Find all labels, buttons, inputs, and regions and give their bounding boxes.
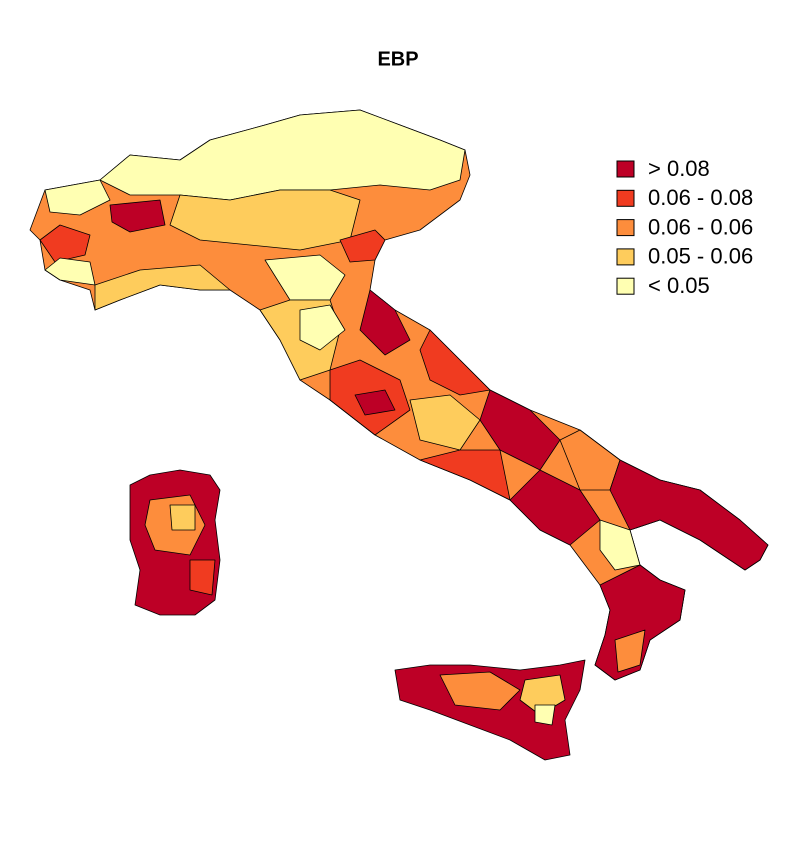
region [409,394,481,451]
region [299,304,346,351]
legend-label: < 0.05 [648,273,710,298]
region [534,704,556,726]
region [599,519,641,571]
legend: > 0.08 0.06 - 0.08 0.06 - 0.06 0.05 - 0.06 <… [616,156,753,298]
legend-label: > 0.08 [648,156,710,181]
legend-swatch [616,248,635,266]
region [44,257,96,286]
legend-label: 0.06 - 0.06 [648,214,753,239]
region [354,389,396,416]
legend-swatch [616,277,635,295]
region [189,559,216,596]
region [439,671,521,711]
legend-swatch [616,219,635,237]
region [609,459,769,571]
map-title: EBP [377,48,418,70]
region [44,179,111,216]
legend-swatch [616,160,635,178]
region [339,229,386,263]
region [94,264,231,311]
region [264,254,346,301]
legend-label: 0.05 - 0.06 [648,244,753,269]
region [359,289,411,356]
region [419,329,491,396]
region [419,449,511,501]
region [614,629,646,673]
legend-label: 0.06 - 0.08 [648,185,753,210]
legend-swatch [616,189,635,207]
choropleth [29,109,769,761]
region [169,504,196,531]
region [39,224,91,263]
region [109,199,166,233]
